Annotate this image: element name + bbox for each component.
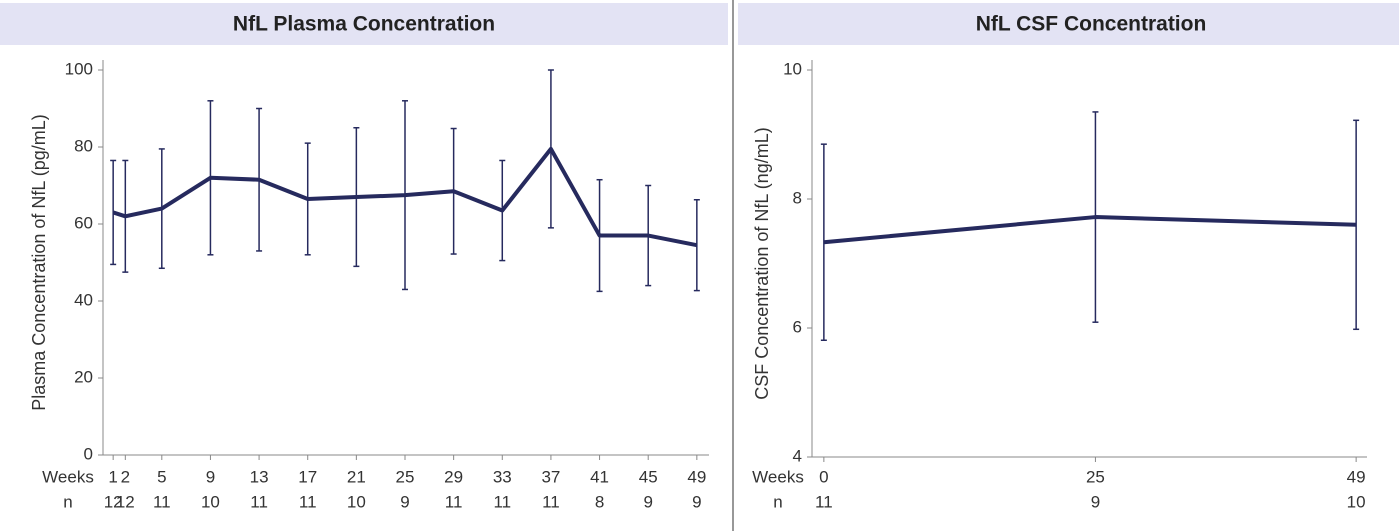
x-tick-label: 1 bbox=[108, 467, 117, 486]
series-line bbox=[823, 215, 1357, 245]
n-value: 9 bbox=[692, 492, 701, 511]
y-tick-label: 8 bbox=[793, 188, 802, 207]
n-value: 12 bbox=[116, 492, 135, 511]
x-tick-label: 37 bbox=[541, 467, 560, 486]
n-value: 9 bbox=[1091, 492, 1100, 511]
chart-title: NfL CSF Concentration bbox=[976, 13, 1207, 36]
chart-title: NfL Plasma Concentration bbox=[233, 13, 495, 36]
n-value: 8 bbox=[595, 492, 604, 511]
x-tick-label: 49 bbox=[1347, 467, 1366, 486]
y-tick-label: 4 bbox=[793, 446, 802, 465]
n-value: 10 bbox=[1347, 492, 1366, 511]
x-tick-label: 2 bbox=[121, 467, 130, 486]
n-value: 9 bbox=[643, 492, 652, 511]
x-axis-label: Weeks bbox=[42, 467, 94, 486]
n-value: 11 bbox=[445, 492, 463, 511]
header-bar bbox=[738, 3, 1399, 45]
y-tick-label: 10 bbox=[783, 59, 802, 78]
x-tick-label: 49 bbox=[687, 467, 706, 486]
x-tick-label: 0 bbox=[819, 467, 828, 486]
n-value: 11 bbox=[299, 492, 317, 511]
n-label: n bbox=[63, 492, 72, 511]
x-axis-label: Weeks bbox=[752, 467, 804, 486]
y-axis-label: Plasma Concentration of NfL (pg/mL) bbox=[29, 114, 49, 410]
header-bar bbox=[0, 3, 728, 45]
x-tick-label: 41 bbox=[590, 467, 609, 486]
x-tick-label: 29 bbox=[444, 467, 463, 486]
x-tick-label: 25 bbox=[1086, 467, 1105, 486]
n-value: 12 bbox=[104, 492, 123, 511]
y-tick-label: 40 bbox=[74, 290, 93, 309]
n-value: 11 bbox=[815, 492, 833, 511]
x-tick-label: 33 bbox=[493, 467, 512, 486]
n-value: 11 bbox=[493, 492, 511, 511]
x-tick-label: 21 bbox=[347, 467, 366, 486]
x-tick-label: 17 bbox=[298, 467, 317, 486]
n-label: n bbox=[773, 492, 782, 511]
y-tick-label: 100 bbox=[65, 59, 93, 78]
x-tick-label: 5 bbox=[157, 467, 166, 486]
x-tick-label: 9 bbox=[206, 467, 215, 486]
n-value: 11 bbox=[250, 492, 268, 511]
x-tick-label: 25 bbox=[396, 467, 415, 486]
n-value: 10 bbox=[201, 492, 220, 511]
n-value: 10 bbox=[347, 492, 366, 511]
y-tick-label: 6 bbox=[793, 317, 802, 336]
y-tick-label: 60 bbox=[74, 213, 93, 232]
x-tick-label: 45 bbox=[639, 467, 658, 486]
n-value: 9 bbox=[400, 492, 409, 511]
y-tick-label: 0 bbox=[84, 444, 93, 463]
n-value: 11 bbox=[153, 492, 171, 511]
y-tick-label: 20 bbox=[74, 367, 93, 386]
y-axis-label: CSF Concentration of NfL (ng/mL) bbox=[752, 127, 772, 399]
series-line bbox=[112, 146, 698, 248]
x-tick-label: 13 bbox=[250, 467, 269, 486]
y-tick-label: 80 bbox=[74, 136, 93, 155]
n-value: 11 bbox=[542, 492, 560, 511]
